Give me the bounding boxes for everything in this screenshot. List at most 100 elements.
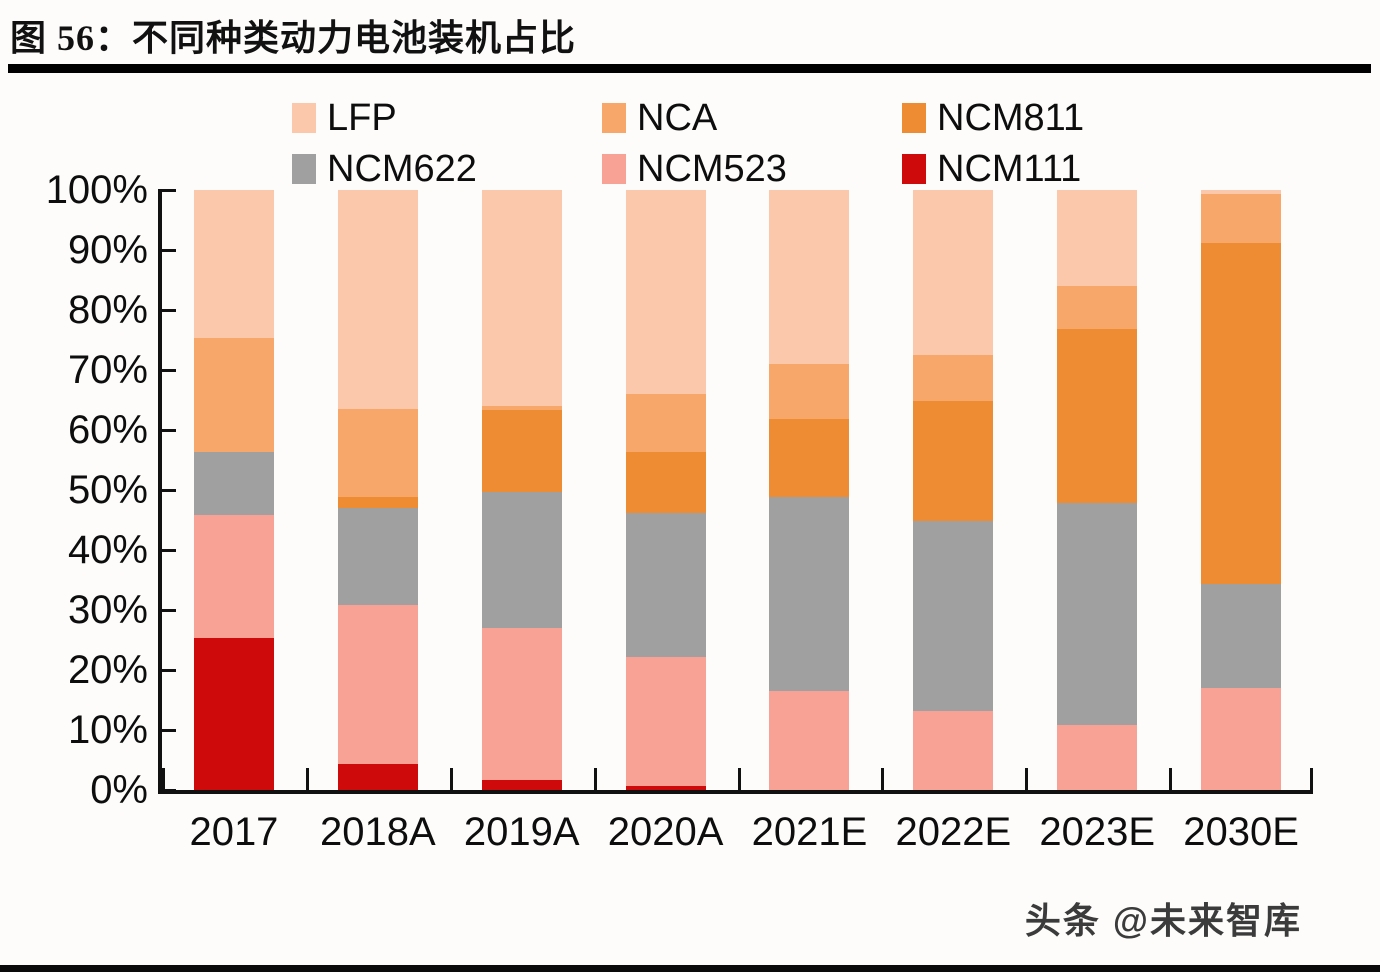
x-axis-labels: 2017 2018A 2019A 2020A 2021E 2022E 2023E 2030E	[162, 812, 1313, 872]
bar-segment-ncm622[interactable]	[913, 521, 994, 711]
bar-column-2019a[interactable]	[481, 190, 562, 790]
bar-segment-ncm811[interactable]	[1201, 242, 1282, 585]
figure-title-row: 图 56：不同种类动力电池装机占比	[10, 8, 1370, 62]
bar-segment-ncm622[interactable]	[193, 452, 274, 516]
legend-item-label: NCA	[637, 96, 718, 139]
bar-segment-lfp[interactable]	[625, 190, 706, 395]
x-axis-tick-label: 2017	[189, 810, 279, 854]
bar-segment-ncm811[interactable]	[913, 401, 994, 522]
bar-segment-nca[interactable]	[769, 364, 850, 420]
bar-segment-lfp[interactable]	[769, 190, 850, 365]
legend-item-lfp[interactable]: LFP	[292, 99, 602, 137]
bar-column-2030e[interactable]	[1201, 190, 1282, 790]
legend-item-label: NCM811	[937, 96, 1085, 139]
bar-segment-nca[interactable]	[1201, 194, 1282, 243]
bar-segment-lfp[interactable]	[481, 190, 562, 407]
legend-swatch-icon	[292, 102, 316, 133]
bar-segment-ncm622[interactable]	[1201, 584, 1282, 688]
x-axis-line	[158, 790, 1313, 794]
chart-legend: LFP NCA NCM811 NCM622 NCM523 NCM111	[292, 92, 1112, 194]
x-axis-tick-label: 2022E	[895, 810, 1012, 854]
stacked-bar	[193, 190, 274, 790]
y-axis-tick-label: 50%	[67, 468, 148, 512]
legend-item-ncm622[interactable]: NCM622	[292, 150, 602, 188]
legend-item-ncm523[interactable]: NCM523	[602, 150, 902, 188]
legend-item-label: LFP	[327, 96, 397, 139]
bar-column-2021e[interactable]	[769, 190, 850, 790]
bar-segment-ncm523[interactable]	[1201, 688, 1282, 790]
stacked-bar	[625, 190, 706, 790]
bar-column-2023e[interactable]	[1057, 190, 1138, 790]
y-axis-tick-label: 100%	[45, 168, 148, 212]
bar-segment-ncm811[interactable]	[337, 496, 418, 509]
x-axis-tick-mark	[1169, 768, 1173, 794]
bar-segment-lfp[interactable]	[193, 190, 274, 339]
bar-segment-ncm523[interactable]	[913, 710, 994, 790]
stacked-bar	[769, 190, 850, 790]
x-axis-tick-mark	[449, 768, 453, 794]
bar-segment-ncm811[interactable]	[481, 410, 562, 492]
bar-segment-ncm811[interactable]	[625, 452, 706, 513]
x-axis-tick-mark	[1310, 768, 1313, 794]
y-axis-tick-label: 60%	[67, 408, 148, 452]
bar-segment-ncm523[interactable]	[769, 691, 850, 790]
bar-segment-ncm811[interactable]	[769, 419, 850, 498]
legend-swatch-icon	[902, 153, 926, 184]
stacked-bar	[1057, 190, 1138, 790]
y-axis-tick-label: 10%	[67, 708, 148, 752]
bar-segment-ncm622[interactable]	[481, 491, 562, 629]
bar-segment-nca[interactable]	[337, 409, 418, 497]
bar-segment-nca[interactable]	[625, 394, 706, 453]
bar-column-2022e[interactable]	[913, 190, 994, 790]
x-axis-tick-label: 2030E	[1183, 810, 1299, 854]
y-axis-tick-mark	[158, 369, 176, 372]
bar-segment-ncm523[interactable]	[481, 628, 562, 781]
y-axis-tick-label: 30%	[67, 588, 148, 632]
bar-segment-ncm111[interactable]	[337, 763, 418, 790]
bar-segment-lfp[interactable]	[1057, 190, 1138, 287]
x-axis-tick-label: 2023E	[1039, 810, 1156, 854]
bar-segment-ncm523[interactable]	[625, 656, 706, 786]
legend-item-label: NCM523	[637, 147, 787, 190]
bar-column-2017[interactable]	[193, 190, 274, 790]
bar-segment-nca[interactable]	[1057, 286, 1138, 330]
page-title: 图 56：不同种类动力电池装机占比	[10, 18, 577, 58]
bar-segment-ncm622[interactable]	[769, 497, 850, 691]
legend-item-nca[interactable]: NCA	[602, 99, 902, 137]
watermark: 头条 @未来智库	[1024, 900, 1302, 941]
bar-segment-ncm111[interactable]	[625, 785, 706, 790]
y-axis-tick-mark	[158, 669, 176, 672]
y-axis-tick-mark	[158, 309, 176, 312]
bar-segment-nca[interactable]	[193, 338, 274, 453]
bar-series-container	[162, 190, 1313, 790]
bar-segment-ncm523[interactable]	[337, 604, 418, 764]
bar-column-2018a[interactable]	[337, 190, 418, 790]
bar-segment-nca[interactable]	[913, 355, 994, 402]
legend-item-ncm111[interactable]: NCM111	[902, 150, 1112, 188]
y-axis-tick-mark	[158, 609, 176, 612]
bar-segment-ncm622[interactable]	[1057, 503, 1138, 726]
legend-item-label: NCM111	[937, 147, 1082, 190]
bar-segment-ncm622[interactable]	[625, 512, 706, 657]
stacked-bar	[481, 190, 562, 790]
x-axis-tick-mark	[881, 768, 885, 794]
bar-segment-lfp[interactable]	[1201, 190, 1282, 195]
bar-segment-ncm811[interactable]	[1057, 329, 1138, 504]
bar-segment-lfp[interactable]	[337, 190, 418, 410]
bar-segment-lfp[interactable]	[913, 190, 994, 356]
legend-item-ncm811[interactable]: NCM811	[902, 99, 1112, 137]
bar-segment-ncm111[interactable]	[481, 780, 562, 790]
bar-segment-ncm111[interactable]	[193, 638, 274, 790]
x-axis-tick-label: 2020A	[607, 810, 724, 854]
x-axis-tick-mark	[162, 768, 165, 794]
bar-segment-nca[interactable]	[481, 406, 562, 411]
bar-segment-ncm523[interactable]	[193, 515, 274, 639]
y-axis-tick-mark	[158, 489, 176, 492]
bar-column-2020a[interactable]	[625, 190, 706, 790]
bottom-divider	[0, 965, 1380, 972]
bar-segment-ncm523[interactable]	[1057, 725, 1138, 790]
y-axis-tick-label: 20%	[67, 648, 148, 692]
y-axis-tick-label: 0%	[90, 768, 148, 812]
bar-segment-ncm622[interactable]	[337, 508, 418, 605]
